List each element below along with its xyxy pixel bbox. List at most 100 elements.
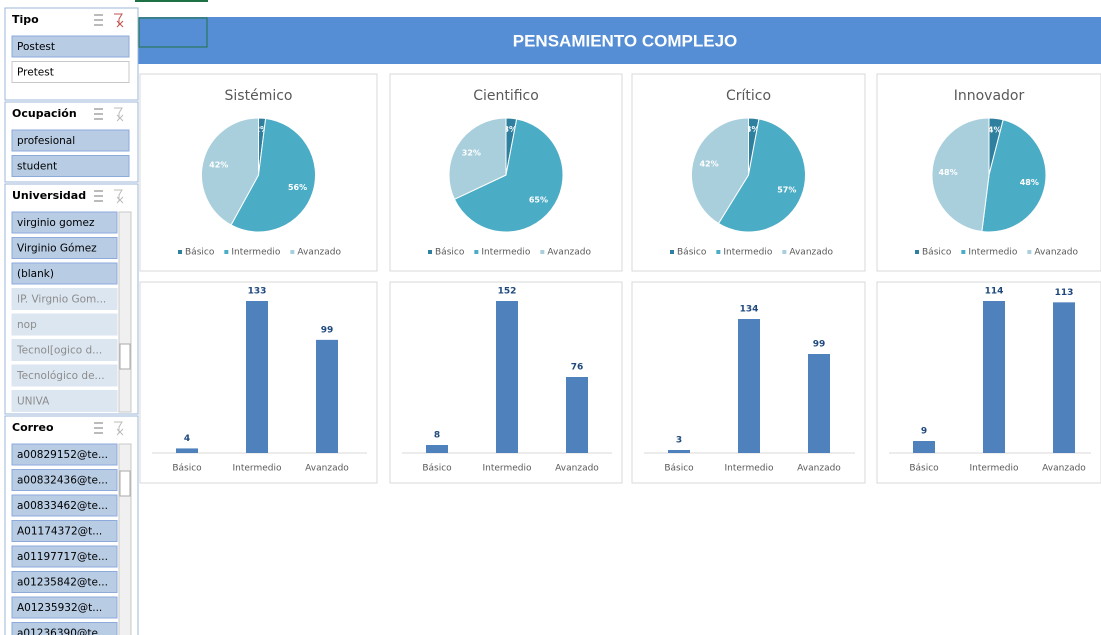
slicer-item[interactable] (11, 596, 118, 619)
x-tick-label: Intermedio (725, 464, 774, 474)
slicer-item[interactable] (11, 288, 118, 310)
chart-title: Cientifico (473, 88, 539, 104)
slicer-item[interactable] (11, 545, 118, 568)
bar (496, 301, 518, 453)
bar (738, 319, 760, 453)
scroll-thumb[interactable] (119, 343, 131, 370)
slicer-item[interactable] (11, 443, 118, 466)
slicer-item[interactable] (11, 364, 118, 387)
data-label: 32% (462, 149, 481, 158)
data-label: 57% (777, 185, 796, 194)
scroll-thumb[interactable] (119, 470, 131, 497)
slicer-item-label[interactable]: A01235932@t... (17, 602, 102, 614)
bar (176, 448, 198, 453)
bar (316, 339, 338, 453)
slicer-item-label[interactable]: a01235842@te... (17, 577, 108, 589)
slicer-item[interactable] (11, 155, 130, 177)
slicer-title: Ocupación (12, 107, 77, 120)
slicer-item-label[interactable]: Tecnológico de... (16, 370, 105, 382)
clear-filter-icon[interactable] (114, 189, 124, 204)
slicer-item-label[interactable]: Pretest (17, 67, 54, 79)
chart-title: Sistémico (225, 88, 293, 104)
slicer-item-label[interactable]: UNIVA (17, 396, 50, 408)
slicer-item-label[interactable]: Tecnol[ogico d... (16, 345, 102, 357)
pie-slice (201, 117, 259, 226)
data-label: 152 (498, 287, 517, 297)
data-label: 48% (1020, 178, 1039, 187)
slicer-item[interactable] (11, 211, 118, 234)
legend-swatch (474, 250, 479, 254)
slicer-item-label[interactable]: Virginio Gómez (17, 243, 97, 255)
multi-select-icon[interactable] (94, 108, 103, 120)
slicer-item-label[interactable]: a00829152@te... (17, 449, 108, 461)
legend-label: Avanzado (547, 248, 591, 258)
legend-label: Básico (922, 248, 952, 258)
slicer-item-label[interactable]: a01197717@te... (17, 551, 108, 563)
data-label: 3% (503, 125, 517, 134)
clear-filter-icon[interactable] (114, 13, 124, 28)
clear-filter-icon[interactable] (114, 421, 124, 436)
slicer-item[interactable] (11, 262, 118, 285)
slicer-item-label[interactable]: Postest (17, 41, 55, 53)
legend-label: Avanzado (789, 248, 833, 258)
bar (426, 445, 448, 453)
legend-label: Avanzado (1034, 248, 1078, 258)
x-tick-label: Básico (422, 464, 452, 474)
slicer-item-label[interactable]: virginio gomez (17, 217, 95, 229)
slicer-item[interactable] (11, 390, 118, 412)
slicer-item-label[interactable]: a00833462@te... (17, 500, 108, 512)
legend-swatch (961, 250, 966, 254)
legend-label: Avanzado (297, 248, 341, 258)
slicer-item[interactable] (11, 520, 118, 542)
data-label: 56% (288, 183, 307, 192)
slicer-item-label[interactable]: a01236390@te... (17, 628, 108, 635)
slicer-item[interactable] (11, 571, 118, 593)
bar (983, 301, 1005, 453)
slicer-item-label[interactable]: (blank) (17, 268, 54, 280)
slicer-item-label[interactable]: profesional (17, 135, 75, 147)
legend-swatch (1027, 250, 1032, 254)
slicer-title: Tipo (12, 13, 39, 26)
data-label: 3 (676, 436, 682, 446)
data-label: 99 (321, 325, 334, 335)
x-tick-label: Intermedio (483, 464, 532, 474)
slicer-item[interactable] (11, 469, 118, 491)
x-tick-label: Avanzado (305, 464, 349, 474)
slicer-item[interactable] (11, 61, 130, 83)
data-label: 42% (699, 159, 718, 168)
legend-label: Básico (435, 248, 465, 258)
slicer-item[interactable] (11, 35, 130, 58)
slicer-item[interactable] (11, 622, 118, 635)
slicer-item-label[interactable]: a00832436@te... (17, 475, 108, 487)
data-label: 99 (813, 340, 826, 350)
bar (913, 441, 935, 453)
slicer-item-label[interactable]: nop (17, 319, 37, 331)
slicer-item-label[interactable]: IP. Virgnio Gom... (17, 294, 106, 306)
slicer-item[interactable] (11, 313, 118, 336)
legend-swatch (224, 250, 229, 254)
data-label: 3% (746, 125, 760, 134)
slicer-item[interactable] (11, 237, 118, 259)
clear-filter-icon[interactable] (114, 107, 124, 122)
data-label: 2% (255, 125, 269, 134)
pie-slice (931, 117, 990, 233)
legend-label: Básico (677, 248, 707, 258)
slicer-item[interactable] (11, 129, 130, 152)
x-tick-label: Avanzado (797, 464, 841, 474)
x-tick-label: Avanzado (555, 464, 599, 474)
multi-select-icon[interactable] (94, 190, 103, 202)
pie-slice (717, 118, 806, 233)
data-label: 134 (740, 305, 759, 315)
slicer-item[interactable] (11, 339, 118, 361)
chart-title: Innovador (954, 88, 1025, 104)
pie-slice (448, 117, 507, 200)
multi-select-icon[interactable] (94, 14, 103, 26)
multi-select-icon[interactable] (94, 422, 103, 434)
slicer-item-label[interactable]: A01174372@t... (17, 526, 102, 538)
legend-label: Intermedio (723, 248, 772, 258)
x-tick-label: Básico (664, 464, 694, 474)
slicer-item[interactable] (11, 494, 118, 517)
slicer-item-label[interactable]: student (17, 161, 57, 173)
chart-title: Crítico (726, 88, 771, 104)
bar (566, 377, 588, 453)
